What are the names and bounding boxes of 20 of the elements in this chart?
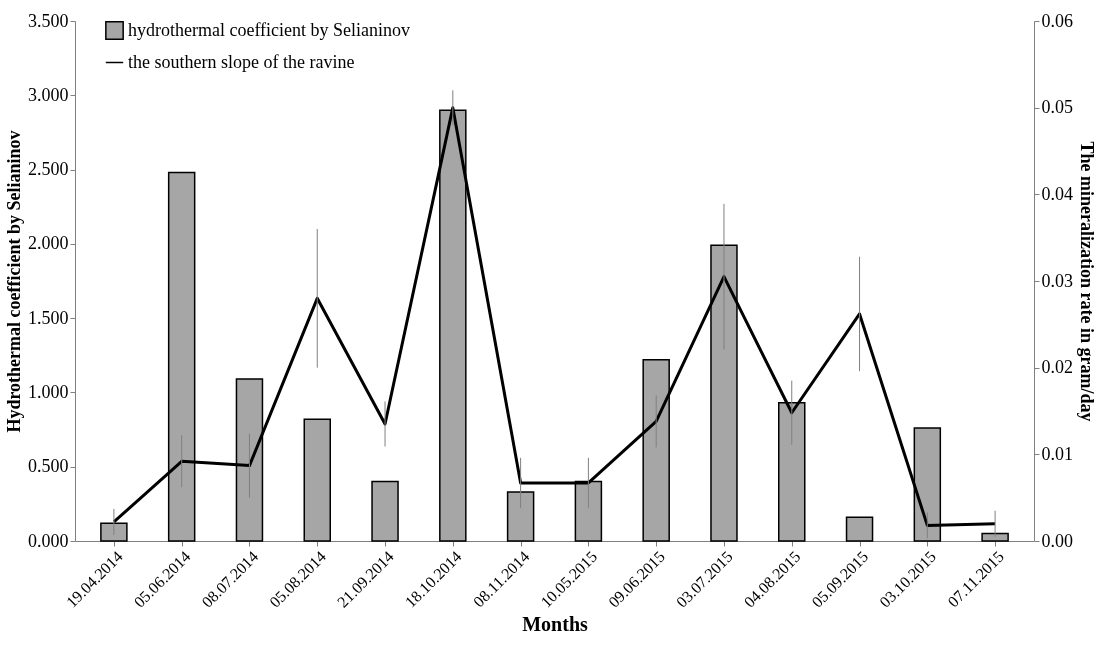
y2-tick-label: 0.05 xyxy=(1041,97,1073,118)
legend-label: the southern slope of the ravine xyxy=(128,51,355,72)
y-tick-label: 3.500 xyxy=(28,10,69,31)
y2-tick-label: 0.06 xyxy=(1041,10,1073,31)
y-tick-label: 0.000 xyxy=(28,530,69,551)
y-tick-label: 2.500 xyxy=(28,159,69,180)
legend-label: hydrothermal coefficient by Selianinov xyxy=(128,19,411,40)
y2-tick-label: 0.04 xyxy=(1041,183,1073,204)
y-tick-label: 2.000 xyxy=(28,233,69,254)
y2-tick-label: 0.00 xyxy=(1041,530,1073,551)
y2-axis-title: The mineralization rate in gram/day xyxy=(1077,141,1097,422)
y-tick-label: 3.000 xyxy=(28,84,69,105)
y2-tick-label: 0.01 xyxy=(1041,443,1073,464)
y2-tick-label: 0.02 xyxy=(1041,357,1073,378)
y-tick-label: 0.500 xyxy=(28,456,69,477)
y2-tick-label: 0.03 xyxy=(1041,270,1073,291)
y-tick-label: 1.500 xyxy=(28,307,69,328)
x-axis-title: Months xyxy=(522,612,588,635)
y-axis-title: Hydrothermal coefficient by Selianinov xyxy=(4,130,24,433)
y-tick-label: 1.000 xyxy=(28,381,69,402)
